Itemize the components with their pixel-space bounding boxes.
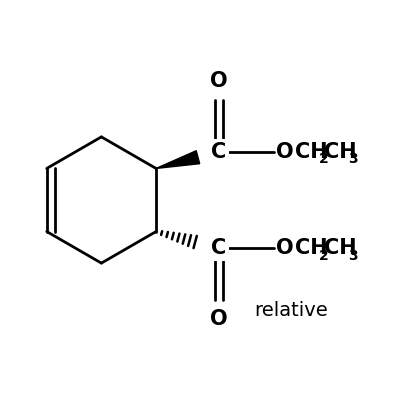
Text: C: C [211,142,226,162]
Text: O: O [276,142,294,162]
Text: CH: CH [295,238,328,258]
Text: 2: 2 [319,249,328,263]
Text: O: O [276,238,294,258]
Text: C: C [211,238,226,258]
Text: 3: 3 [348,152,358,166]
Text: CH: CH [324,238,357,258]
Text: O: O [210,71,228,91]
Text: 3: 3 [348,249,358,263]
Polygon shape [156,151,200,168]
Text: 2: 2 [319,152,328,166]
Text: CH: CH [295,142,328,162]
Text: O: O [210,309,228,329]
Text: relative: relative [254,301,328,320]
Text: CH: CH [324,142,357,162]
